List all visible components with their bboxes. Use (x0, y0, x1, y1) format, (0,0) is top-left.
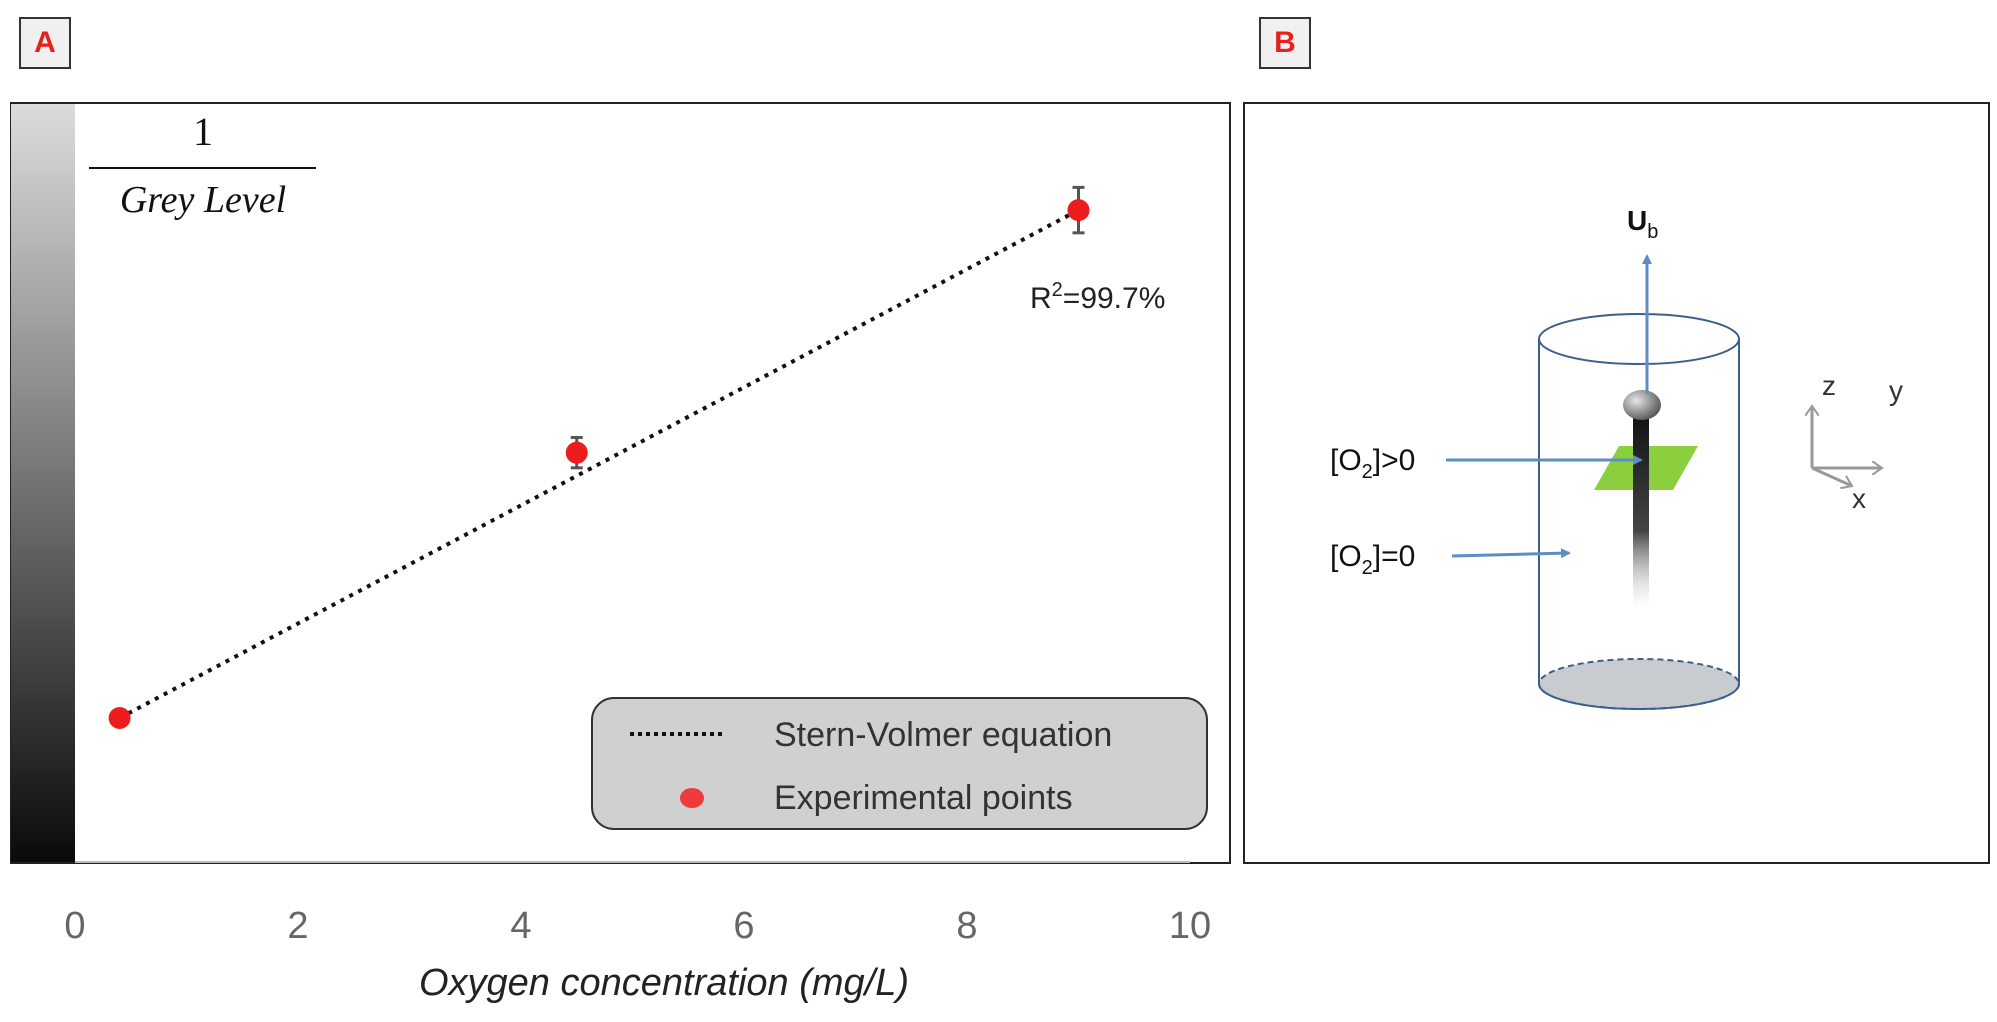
o2-positive-label: [O2]>0 (1330, 444, 1415, 483)
x-tick-label: 0 (64, 905, 85, 947)
x-tick-label: 4 (510, 905, 531, 947)
r2-annotation: R2=99.7% (1030, 279, 1165, 315)
y-label-numerator: 1 (193, 109, 213, 154)
x-axis-label: Oxygen concentration (mg/L) (419, 962, 909, 1004)
o2-zero-arrow (1451, 548, 1571, 559)
cylinder (1538, 313, 1740, 710)
legend: Stern-Volmer equation Experimental point… (591, 697, 1208, 830)
experimental-point (565, 441, 588, 464)
x-tick-label: 8 (956, 905, 977, 947)
z-axis-label: z (1822, 370, 1836, 401)
bubble (1623, 390, 1661, 420)
experimental-points (108, 185, 1090, 729)
grey-level-scale-bar (11, 104, 75, 862)
coordinate-axes: z y x (1812, 370, 1903, 514)
legend-label-experimental: Experimental points (774, 779, 1073, 817)
x-tick-labels: 0 2 4 6 8 10 (64, 905, 1211, 947)
x-tick-label: 6 (733, 905, 754, 947)
cylinder-top (1538, 313, 1740, 365)
experimental-point (1067, 199, 1090, 222)
y-label-denominator: Grey Level (120, 179, 286, 221)
x-axis-arrow (1811, 466, 1852, 486)
y-axis-label: y (1889, 375, 1903, 406)
stern-volmer-fit-line (118, 208, 1080, 720)
x-axis-label-diagram: x (1852, 483, 1866, 514)
o2-zero-label: [O2]=0 (1330, 540, 1415, 579)
legend-box (591, 697, 1208, 830)
experimental-point (108, 706, 131, 729)
x-tick-label: 2 (287, 905, 308, 947)
x-tick-label: 10 (1169, 905, 1211, 947)
legend-point-swatch (680, 788, 704, 808)
panel-a-label: A (19, 17, 71, 69)
cylinder-bottom-front (1538, 683, 1740, 710)
panel-b-label: B (1259, 17, 1311, 69)
velocity-label: Ub (1627, 205, 1658, 243)
legend-label-stern-volmer: Stern-Volmer equation (774, 716, 1112, 754)
bubble-wake (1633, 412, 1649, 610)
